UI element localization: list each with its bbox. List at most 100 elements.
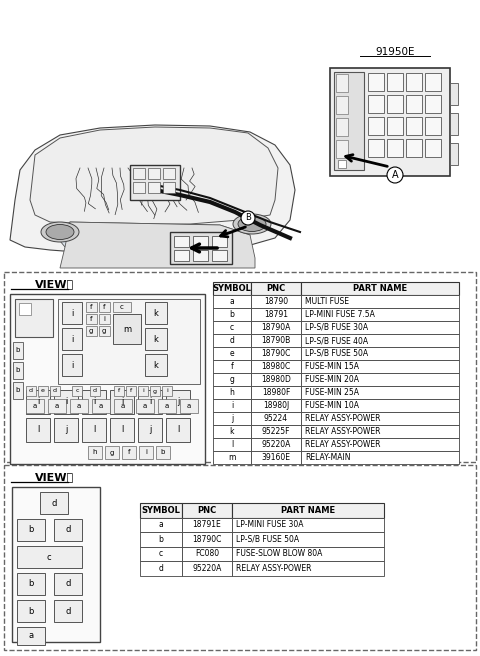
Text: j: j	[231, 414, 233, 423]
Text: k: k	[230, 427, 234, 436]
Text: RELAY ASSY-POWER: RELAY ASSY-POWER	[305, 414, 381, 423]
Text: e: e	[230, 349, 234, 358]
Text: b: b	[16, 388, 20, 394]
Text: a: a	[55, 403, 59, 409]
Bar	[336, 74, 348, 92]
Bar	[368, 73, 384, 91]
Text: LP-S/B FUSE 40A: LP-S/B FUSE 40A	[305, 336, 368, 345]
Text: l: l	[177, 426, 179, 434]
Bar	[113, 314, 141, 344]
Text: RELAY ASSY-POWER: RELAY ASSY-POWER	[236, 564, 312, 573]
Bar	[48, 399, 66, 413]
Bar	[110, 390, 134, 414]
Bar	[140, 546, 182, 561]
Text: a: a	[158, 520, 163, 529]
Bar	[213, 399, 251, 412]
Bar	[174, 250, 189, 261]
Bar	[213, 282, 251, 295]
Bar	[213, 425, 251, 438]
Bar	[425, 117, 441, 135]
Text: 39160E: 39160E	[262, 453, 290, 462]
Bar	[130, 165, 180, 200]
Bar	[162, 386, 172, 396]
Text: i: i	[231, 401, 233, 410]
Bar	[170, 232, 232, 264]
Bar	[182, 518, 232, 532]
Bar	[158, 399, 176, 413]
Bar	[88, 446, 102, 459]
Polygon shape	[30, 127, 278, 225]
Bar	[114, 399, 132, 413]
Bar	[150, 386, 160, 396]
Bar	[450, 83, 458, 105]
Bar	[368, 117, 384, 135]
Bar	[17, 546, 82, 568]
Bar	[301, 438, 459, 451]
Text: b: b	[229, 310, 234, 319]
Bar	[182, 561, 232, 575]
Bar	[406, 139, 422, 157]
Bar	[62, 328, 82, 350]
Bar	[54, 519, 82, 541]
Bar	[301, 321, 459, 334]
Bar	[62, 302, 82, 324]
Bar	[12, 487, 100, 642]
Bar	[251, 295, 301, 308]
Text: RELAY-MAIN: RELAY-MAIN	[305, 453, 350, 462]
Text: 18980J: 18980J	[263, 401, 289, 410]
Bar	[113, 302, 131, 312]
Text: FUSE-MIN 10A: FUSE-MIN 10A	[305, 401, 359, 410]
Text: B: B	[245, 213, 251, 222]
Ellipse shape	[46, 224, 74, 239]
Text: c: c	[159, 549, 163, 558]
Bar	[13, 382, 23, 399]
Text: l: l	[93, 426, 95, 434]
Text: b: b	[16, 367, 20, 373]
Bar	[105, 446, 119, 459]
Text: VIEWⒷ: VIEWⒷ	[35, 472, 74, 482]
Text: b: b	[28, 607, 34, 615]
Bar	[406, 95, 422, 113]
Text: 18790: 18790	[264, 297, 288, 306]
Bar	[301, 425, 459, 438]
Bar	[148, 168, 160, 179]
Text: f: f	[128, 449, 130, 455]
Text: f: f	[230, 362, 233, 371]
Bar	[387, 139, 403, 157]
Bar	[54, 390, 78, 414]
Text: e: e	[41, 388, 45, 394]
Bar	[133, 182, 145, 193]
Bar	[330, 68, 450, 176]
Bar	[54, 573, 82, 595]
Polygon shape	[60, 222, 255, 268]
Bar	[450, 113, 458, 135]
Bar	[213, 451, 251, 464]
Text: j: j	[65, 426, 67, 434]
Text: a: a	[77, 403, 81, 409]
Text: d: d	[65, 525, 71, 535]
Bar	[62, 354, 82, 376]
Text: i: i	[71, 335, 73, 344]
Text: j: j	[177, 398, 179, 407]
Polygon shape	[10, 125, 295, 254]
Bar	[138, 390, 162, 414]
Text: PART NAME: PART NAME	[281, 506, 335, 515]
Bar	[213, 347, 251, 360]
Bar	[213, 334, 251, 347]
Text: LP-S/B FUSE 50A: LP-S/B FUSE 50A	[236, 535, 299, 544]
Text: 18790C: 18790C	[192, 535, 222, 544]
Text: d: d	[158, 564, 163, 573]
Bar	[232, 518, 384, 532]
Bar	[251, 425, 301, 438]
Text: SYMBOL: SYMBOL	[142, 506, 180, 515]
Text: c: c	[120, 304, 124, 310]
Bar	[336, 118, 348, 136]
Text: d: d	[53, 388, 57, 394]
Text: i: i	[37, 398, 39, 407]
Bar	[182, 532, 232, 546]
Text: b: b	[28, 525, 34, 535]
Bar	[4, 272, 476, 462]
Bar	[110, 418, 134, 442]
Bar	[156, 446, 170, 459]
Bar	[232, 561, 384, 575]
